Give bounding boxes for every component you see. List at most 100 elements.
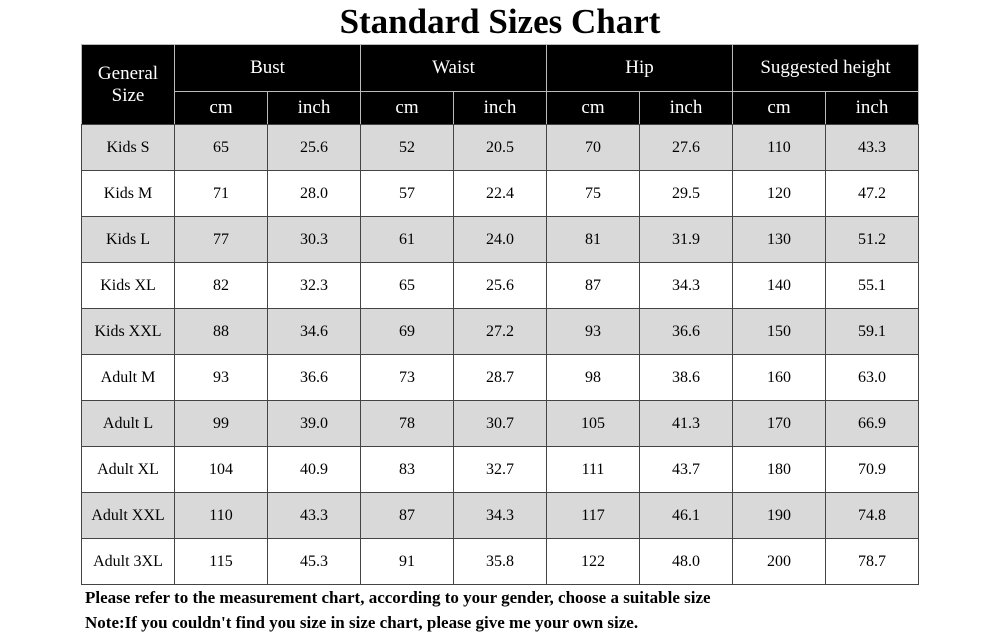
value-cell: 24.0 xyxy=(453,216,547,263)
value-cell: 31.9 xyxy=(639,216,733,263)
value-cell: 36.6 xyxy=(639,308,733,355)
value-cell: 91 xyxy=(360,538,454,585)
value-cell: 43.3 xyxy=(267,492,361,539)
value-cell: 52 xyxy=(360,124,454,171)
value-cell: 32.3 xyxy=(267,262,361,309)
value-cell: 120 xyxy=(732,170,826,217)
value-cell: 32.7 xyxy=(453,446,547,493)
value-cell: 140 xyxy=(732,262,826,309)
header-cell: Waist xyxy=(360,44,547,92)
unit-cell: inch xyxy=(267,91,361,125)
value-cell: 41.3 xyxy=(639,400,733,447)
value-cell: 47.2 xyxy=(825,170,919,217)
value-cell: 104 xyxy=(174,446,268,493)
unit-cell: cm xyxy=(360,91,454,125)
size-cell: Kids L xyxy=(81,216,175,263)
size-cell: Kids M xyxy=(81,170,175,217)
value-cell: 122 xyxy=(546,538,640,585)
value-cell: 70 xyxy=(546,124,640,171)
size-cell: Kids XXL xyxy=(81,308,175,355)
value-cell: 78.7 xyxy=(825,538,919,585)
value-cell: 38.6 xyxy=(639,354,733,401)
value-cell: 130 xyxy=(732,216,826,263)
value-cell: 69 xyxy=(360,308,454,355)
value-cell: 51.2 xyxy=(825,216,919,263)
value-cell: 43.7 xyxy=(639,446,733,493)
value-cell: 46.1 xyxy=(639,492,733,539)
value-cell: 74.8 xyxy=(825,492,919,539)
value-cell: 57 xyxy=(360,170,454,217)
value-cell: 43.3 xyxy=(825,124,919,171)
value-cell: 77 xyxy=(174,216,268,263)
value-cell: 20.5 xyxy=(453,124,547,171)
value-cell: 99 xyxy=(174,400,268,447)
value-cell: 70.9 xyxy=(825,446,919,493)
value-cell: 63.0 xyxy=(825,354,919,401)
value-cell: 170 xyxy=(732,400,826,447)
value-cell: 34.3 xyxy=(639,262,733,309)
value-cell: 34.6 xyxy=(267,308,361,355)
note: Note:If you couldn't find you size in si… xyxy=(85,613,639,632)
value-cell: 111 xyxy=(546,446,640,493)
value-cell: 83 xyxy=(360,446,454,493)
value-cell: 22.4 xyxy=(453,170,547,217)
size-cell: Kids XL xyxy=(81,262,175,309)
value-cell: 117 xyxy=(546,492,640,539)
unit-cell: cm xyxy=(732,91,826,125)
value-cell: 180 xyxy=(732,446,826,493)
value-cell: 59.1 xyxy=(825,308,919,355)
size-cell: Adult XXL xyxy=(81,492,175,539)
value-cell: 27.6 xyxy=(639,124,733,171)
value-cell: 93 xyxy=(174,354,268,401)
value-cell: 28.7 xyxy=(453,354,547,401)
value-cell: 34.3 xyxy=(453,492,547,539)
value-cell: 87 xyxy=(546,262,640,309)
value-cell: 29.5 xyxy=(639,170,733,217)
value-cell: 71 xyxy=(174,170,268,217)
unit-cell: cm xyxy=(546,91,640,125)
value-cell: 25.6 xyxy=(453,262,547,309)
header-cell: Bust xyxy=(174,44,361,92)
size-cell: Adult M xyxy=(81,354,175,401)
value-cell: 190 xyxy=(732,492,826,539)
value-cell: 30.3 xyxy=(267,216,361,263)
value-cell: 160 xyxy=(732,354,826,401)
value-cell: 45.3 xyxy=(267,538,361,585)
value-cell: 36.6 xyxy=(267,354,361,401)
size-cell: Adult XL xyxy=(81,446,175,493)
value-cell: 78 xyxy=(360,400,454,447)
value-cell: 81 xyxy=(546,216,640,263)
value-cell: 82 xyxy=(174,262,268,309)
value-cell: 65 xyxy=(174,124,268,171)
value-cell: 88 xyxy=(174,308,268,355)
header-cell: General Size xyxy=(81,44,175,125)
value-cell: 39.0 xyxy=(267,400,361,447)
value-cell: 35.8 xyxy=(453,538,547,585)
value-cell: 65 xyxy=(360,262,454,309)
title: Standard Sizes Chart xyxy=(339,2,661,41)
value-cell: 150 xyxy=(732,308,826,355)
value-cell: 30.7 xyxy=(453,400,547,447)
note: Please refer to the measurement chart, a… xyxy=(85,588,711,607)
value-cell: 105 xyxy=(546,400,640,447)
size-cell: Adult L xyxy=(81,400,175,447)
value-cell: 110 xyxy=(732,124,826,171)
value-cell: 73 xyxy=(360,354,454,401)
unit-cell: inch xyxy=(453,91,547,125)
unit-cell: inch xyxy=(639,91,733,125)
value-cell: 200 xyxy=(732,538,826,585)
size-cell: Adult 3XL xyxy=(81,538,175,585)
unit-cell: inch xyxy=(825,91,919,125)
value-cell: 87 xyxy=(360,492,454,539)
value-cell: 27.2 xyxy=(453,308,547,355)
value-cell: 115 xyxy=(174,538,268,585)
header-cell: Hip xyxy=(546,44,733,92)
value-cell: 110 xyxy=(174,492,268,539)
header-cell: Suggested height xyxy=(732,44,919,92)
value-cell: 40.9 xyxy=(267,446,361,493)
value-cell: 48.0 xyxy=(639,538,733,585)
value-cell: 55.1 xyxy=(825,262,919,309)
value-cell: 25.6 xyxy=(267,124,361,171)
value-cell: 28.0 xyxy=(267,170,361,217)
value-cell: 75 xyxy=(546,170,640,217)
